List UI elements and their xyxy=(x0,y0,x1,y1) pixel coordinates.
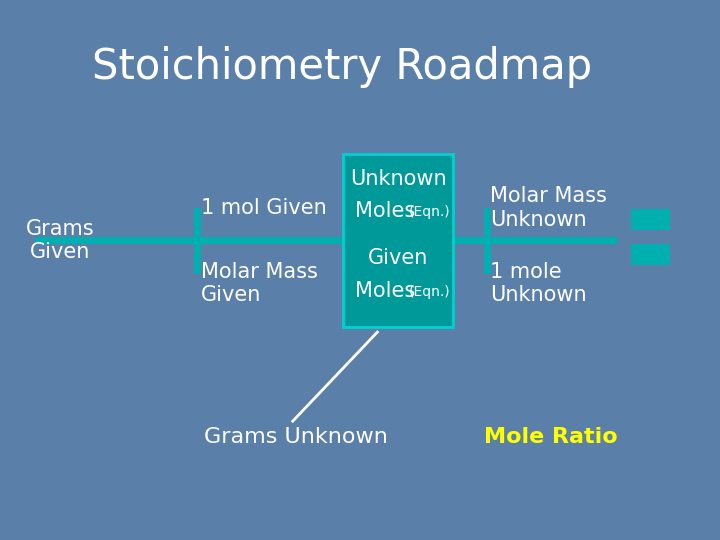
Text: (Eqn.): (Eqn.) xyxy=(409,205,451,219)
Text: Unknown: Unknown xyxy=(350,169,446,189)
Text: Grams Unknown: Grams Unknown xyxy=(204,427,388,448)
Text: Stoichiometry Roadmap: Stoichiometry Roadmap xyxy=(91,46,592,89)
Text: 1 mol Given: 1 mol Given xyxy=(201,198,327,218)
Text: Moles: Moles xyxy=(356,281,415,301)
Text: Molar Mass
Unknown: Molar Mass Unknown xyxy=(490,186,607,230)
Text: Molar Mass
Given: Molar Mass Given xyxy=(201,262,318,305)
Text: Mole Ratio: Mole Ratio xyxy=(484,427,617,448)
Bar xyxy=(631,209,670,230)
Text: 1 mole
Unknown: 1 mole Unknown xyxy=(490,262,587,305)
Text: Moles: Moles xyxy=(356,201,415,221)
Text: Grams
Given: Grams Given xyxy=(26,219,94,262)
Text: (Eqn.): (Eqn.) xyxy=(409,285,451,299)
Bar xyxy=(343,154,453,327)
Bar xyxy=(631,244,670,265)
Text: Given: Given xyxy=(368,248,428,268)
